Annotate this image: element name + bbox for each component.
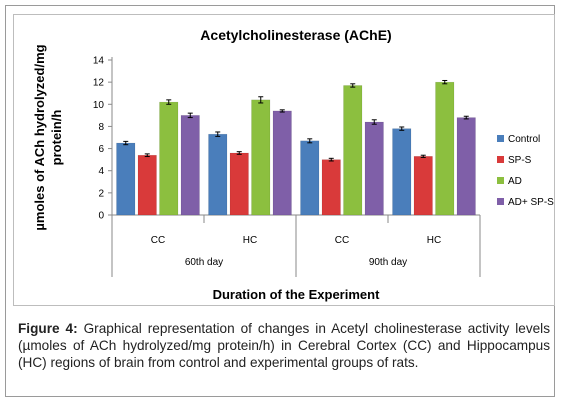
chart-area: Acetylcholinesterase (AChE) µmoles of ACh… bbox=[13, 14, 555, 306]
legend-swatch bbox=[497, 135, 504, 142]
y-tick-label: 8 bbox=[98, 122, 104, 133]
bar bbox=[456, 117, 476, 216]
bar bbox=[116, 142, 136, 216]
bar bbox=[300, 140, 320, 216]
y-axis-label-line: protein/h bbox=[49, 110, 64, 166]
bar bbox=[435, 81, 455, 216]
x-category-label: CC bbox=[151, 235, 165, 246]
bar bbox=[159, 101, 179, 216]
legend-label: Control bbox=[508, 134, 540, 145]
legend-label: AD bbox=[508, 176, 522, 187]
x-category-label: HC bbox=[427, 235, 441, 246]
bar bbox=[364, 121, 384, 216]
y-tick-label: 2 bbox=[98, 188, 104, 199]
y-tick-label: 12 bbox=[93, 78, 105, 89]
bar bbox=[272, 110, 292, 216]
legend-swatch bbox=[497, 156, 504, 163]
bar bbox=[229, 152, 249, 216]
chart-title: Acetylcholinesterase (AChE) bbox=[200, 27, 391, 43]
x-category-label: CC bbox=[335, 235, 349, 246]
y-tick-label: 0 bbox=[98, 211, 104, 222]
bar bbox=[251, 99, 271, 216]
y-tick-label: 10 bbox=[93, 100, 105, 111]
bar bbox=[180, 115, 200, 216]
bar bbox=[137, 154, 157, 216]
y-tick-label: 4 bbox=[98, 166, 104, 177]
bar bbox=[392, 128, 412, 216]
y-axis-label-line: µmoles of ACh hydrolyzed/mg bbox=[32, 44, 47, 230]
x-category-label: HC bbox=[243, 235, 257, 246]
bar bbox=[343, 85, 363, 216]
caption-text: Graphical representation of changes in A… bbox=[18, 321, 551, 370]
bar bbox=[413, 156, 433, 216]
x-group-label: 90th day bbox=[369, 257, 407, 268]
bar-chart: Acetylcholinesterase (AChE) µmoles of ACh… bbox=[32, 27, 554, 302]
x-group-label: 60th day bbox=[185, 257, 223, 268]
caption-label: Figure 4: bbox=[18, 321, 78, 336]
figure-caption: Figure 4: Graphical representation of ch… bbox=[18, 320, 550, 371]
legend-swatch bbox=[497, 177, 504, 184]
bar bbox=[321, 159, 341, 216]
legend-label: SP-S bbox=[508, 155, 532, 166]
y-tick-label: 14 bbox=[93, 56, 105, 67]
x-axis-title: Duration of the Experiment bbox=[213, 287, 381, 302]
legend-label: AD+ SP-S bbox=[508, 197, 554, 208]
y-tick-label: 6 bbox=[98, 144, 104, 155]
bar bbox=[208, 133, 228, 216]
figure-container: Acetylcholinesterase (AChE) µmoles of ACh… bbox=[5, 5, 555, 397]
legend-swatch bbox=[497, 198, 504, 205]
